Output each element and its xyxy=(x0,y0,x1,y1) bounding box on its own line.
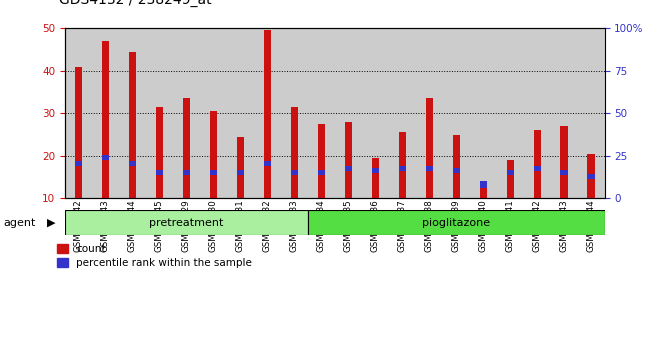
Bar xyxy=(372,158,379,198)
Bar xyxy=(156,107,163,198)
Text: agent: agent xyxy=(3,218,36,228)
Text: pioglitazone: pioglitazone xyxy=(422,218,490,228)
Bar xyxy=(506,160,514,198)
Bar xyxy=(200,28,227,198)
Bar xyxy=(398,132,406,198)
Bar xyxy=(183,98,190,198)
Text: GDS4132 / 238249_at: GDS4132 / 238249_at xyxy=(58,0,211,7)
Bar xyxy=(426,98,433,198)
Bar xyxy=(210,170,217,175)
Bar xyxy=(264,30,271,198)
Bar xyxy=(588,174,595,179)
Bar xyxy=(291,107,298,198)
Bar xyxy=(335,28,361,198)
FancyBboxPatch shape xyxy=(308,210,604,235)
Bar xyxy=(389,28,416,198)
Bar xyxy=(588,154,595,198)
Bar xyxy=(156,170,163,175)
Bar xyxy=(361,28,389,198)
Legend: count, percentile rank within the sample: count, percentile rank within the sample xyxy=(57,244,252,268)
Bar xyxy=(534,166,541,171)
Bar xyxy=(506,170,514,175)
Bar xyxy=(291,170,298,175)
Bar xyxy=(524,28,551,198)
Bar xyxy=(426,166,433,171)
Bar xyxy=(146,28,173,198)
Bar xyxy=(75,67,82,198)
Bar xyxy=(318,170,325,175)
Bar xyxy=(470,28,497,198)
Bar xyxy=(534,130,541,198)
Bar xyxy=(102,155,109,160)
Bar xyxy=(183,170,190,175)
Bar xyxy=(551,28,577,198)
Bar xyxy=(254,28,281,198)
Bar xyxy=(480,188,487,198)
Bar xyxy=(237,170,244,175)
Bar xyxy=(398,166,406,171)
Bar xyxy=(344,122,352,198)
FancyBboxPatch shape xyxy=(65,210,308,235)
Bar xyxy=(372,168,379,173)
Bar xyxy=(92,28,119,198)
Bar xyxy=(308,28,335,198)
Bar xyxy=(318,124,325,198)
Bar xyxy=(119,28,146,198)
Bar xyxy=(281,28,308,198)
Bar xyxy=(227,28,254,198)
Bar xyxy=(560,170,567,175)
Bar xyxy=(129,161,136,166)
Bar xyxy=(560,126,567,198)
Bar xyxy=(452,135,460,198)
Bar xyxy=(577,28,605,198)
Bar xyxy=(173,28,200,198)
Bar xyxy=(443,28,470,198)
Bar xyxy=(75,161,82,166)
Bar xyxy=(416,28,443,198)
Bar xyxy=(65,28,92,198)
Bar xyxy=(497,28,524,198)
Bar xyxy=(452,168,460,173)
Text: ▶: ▶ xyxy=(47,218,55,228)
Bar xyxy=(264,161,271,166)
Bar xyxy=(480,181,487,188)
Bar xyxy=(129,52,136,198)
Text: pretreatment: pretreatment xyxy=(150,218,224,228)
Bar xyxy=(102,41,109,198)
Bar xyxy=(344,166,352,171)
Bar xyxy=(237,137,244,198)
Bar xyxy=(210,111,217,198)
